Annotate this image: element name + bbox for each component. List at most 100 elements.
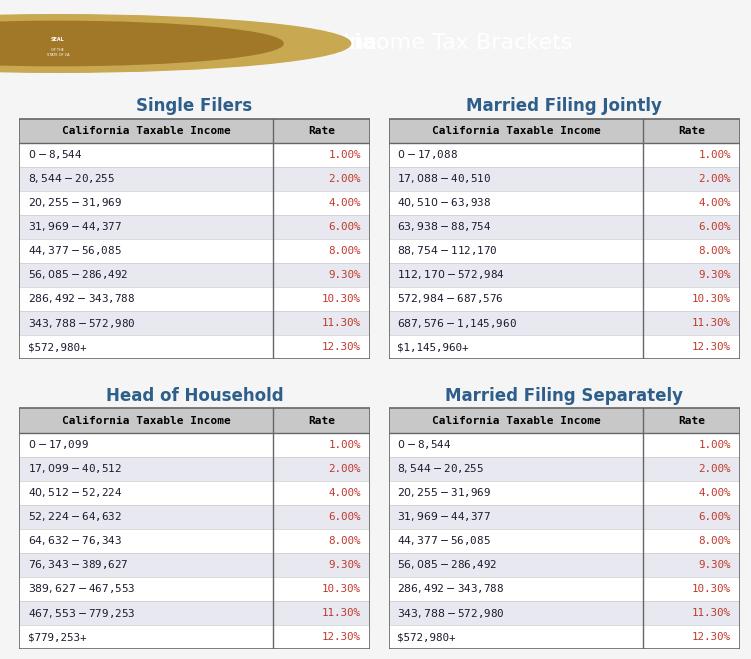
Text: $63,938 - $88,754: $63,938 - $88,754	[397, 220, 492, 233]
Text: $20,255 - $31,969: $20,255 - $31,969	[397, 486, 491, 500]
Bar	[19, 409, 370, 432]
Bar	[389, 215, 740, 239]
Text: 2020: 2020	[194, 30, 271, 57]
Text: $572,980+: $572,980+	[28, 342, 86, 352]
Bar	[19, 553, 370, 577]
Bar	[19, 263, 370, 287]
Bar	[389, 601, 740, 625]
Text: 8.00%: 8.00%	[698, 536, 731, 546]
Text: Income Tax Brackets: Income Tax Brackets	[336, 34, 573, 53]
Circle shape	[0, 21, 283, 66]
Bar	[19, 190, 370, 215]
Circle shape	[0, 14, 351, 72]
Text: 4.00%: 4.00%	[329, 198, 361, 208]
Text: $40,510 - $63,938: $40,510 - $63,938	[397, 196, 492, 210]
Text: 1.00%: 1.00%	[698, 150, 731, 159]
Bar	[389, 432, 740, 457]
Bar	[389, 529, 740, 553]
Bar	[19, 505, 370, 529]
Text: 6.00%: 6.00%	[329, 222, 361, 232]
Bar	[389, 457, 740, 480]
Text: $572,980+: $572,980+	[397, 632, 456, 642]
Text: $779,253+: $779,253+	[28, 632, 86, 642]
Bar	[389, 480, 740, 505]
Text: 11.30%: 11.30%	[322, 318, 361, 328]
Text: Married Filing Separately: Married Filing Separately	[445, 387, 683, 405]
Bar	[19, 167, 370, 190]
Text: 8.00%: 8.00%	[329, 536, 361, 546]
Text: $52,224 - $64,632: $52,224 - $64,632	[28, 510, 122, 523]
Text: $112,170 - $572,984: $112,170 - $572,984	[397, 268, 505, 281]
Text: 10.30%: 10.30%	[692, 584, 731, 594]
Bar	[389, 311, 740, 335]
Bar	[389, 553, 740, 577]
Text: $56,085 - $286,492: $56,085 - $286,492	[28, 268, 128, 281]
Bar	[19, 409, 370, 649]
Text: 8.00%: 8.00%	[698, 246, 731, 256]
Text: $0 - $17,088: $0 - $17,088	[397, 148, 458, 161]
Text: $343,788 - $572,980: $343,788 - $572,980	[28, 316, 135, 330]
Text: $56,085 - $286,492: $56,085 - $286,492	[397, 558, 498, 571]
Text: 11.30%: 11.30%	[322, 608, 361, 618]
Text: $0 - $17,099: $0 - $17,099	[28, 438, 89, 451]
Bar	[389, 625, 740, 649]
Bar	[389, 142, 740, 167]
Text: 4.00%: 4.00%	[698, 198, 731, 208]
Bar	[19, 239, 370, 263]
Text: 4.00%: 4.00%	[329, 488, 361, 498]
Text: $17,088 - $40,510: $17,088 - $40,510	[397, 172, 492, 185]
Bar	[389, 119, 740, 142]
Bar	[19, 529, 370, 553]
Text: 12.30%: 12.30%	[692, 632, 731, 642]
Text: SEAL: SEAL	[51, 38, 65, 42]
Text: 11.30%: 11.30%	[692, 318, 731, 328]
Bar	[19, 215, 370, 239]
Text: 2.00%: 2.00%	[329, 174, 361, 184]
Text: $1,145,960+: $1,145,960+	[397, 342, 469, 352]
Text: $0 - $8,544: $0 - $8,544	[28, 148, 82, 161]
Bar	[389, 335, 740, 359]
Text: 2.00%: 2.00%	[329, 464, 361, 474]
Text: $64,632 - $76,343: $64,632 - $76,343	[28, 534, 122, 548]
Text: $687,576 - $1,145,960: $687,576 - $1,145,960	[397, 316, 517, 330]
Text: $286,492 - $343,788: $286,492 - $343,788	[28, 293, 135, 306]
Text: Rate: Rate	[308, 126, 335, 136]
Bar	[389, 409, 740, 432]
Text: 2.00%: 2.00%	[698, 464, 731, 474]
Text: $44,377 - $56,085: $44,377 - $56,085	[397, 534, 491, 548]
Text: $286,492 - $343,788: $286,492 - $343,788	[397, 583, 505, 596]
Bar	[19, 601, 370, 625]
Bar	[389, 505, 740, 529]
Text: $572,984 - $687,576: $572,984 - $687,576	[397, 293, 504, 306]
Text: 12.30%: 12.30%	[322, 632, 361, 642]
Text: 2.00%: 2.00%	[698, 174, 731, 184]
Text: $0 - $8,544: $0 - $8,544	[397, 438, 452, 451]
Text: 9.30%: 9.30%	[329, 560, 361, 570]
Text: $31,969 - $44,377: $31,969 - $44,377	[397, 510, 491, 523]
Text: California Taxable Income: California Taxable Income	[62, 126, 231, 136]
Bar	[19, 480, 370, 505]
Text: 9.30%: 9.30%	[329, 270, 361, 280]
Bar	[389, 409, 740, 649]
Bar	[19, 432, 370, 457]
Text: Head of Household: Head of Household	[105, 387, 283, 405]
Text: Tax Year: Tax Year	[109, 34, 207, 53]
Text: 8.00%: 8.00%	[329, 246, 361, 256]
Text: Married Filing Jointly: Married Filing Jointly	[466, 97, 662, 115]
Text: 9.30%: 9.30%	[698, 270, 731, 280]
Bar	[389, 577, 740, 601]
Bar	[389, 239, 740, 263]
Text: 12.30%: 12.30%	[322, 342, 361, 352]
Text: $88,754 - $112,170: $88,754 - $112,170	[397, 244, 498, 258]
Text: Rate: Rate	[678, 126, 705, 136]
Text: $76,343 - $389,627: $76,343 - $389,627	[28, 558, 128, 571]
Bar	[389, 263, 740, 287]
Text: $44,377 - $56,085: $44,377 - $56,085	[28, 244, 121, 258]
Text: California Taxable Income: California Taxable Income	[432, 126, 600, 136]
Text: $17,099 - $40,512: $17,099 - $40,512	[28, 462, 122, 475]
Text: 4.00%: 4.00%	[698, 488, 731, 498]
Text: $8,544 - $20,255: $8,544 - $20,255	[397, 462, 484, 475]
Text: California Taxable Income: California Taxable Income	[432, 416, 600, 426]
Text: $343,788 - $572,980: $343,788 - $572,980	[397, 606, 505, 619]
Bar	[19, 335, 370, 359]
